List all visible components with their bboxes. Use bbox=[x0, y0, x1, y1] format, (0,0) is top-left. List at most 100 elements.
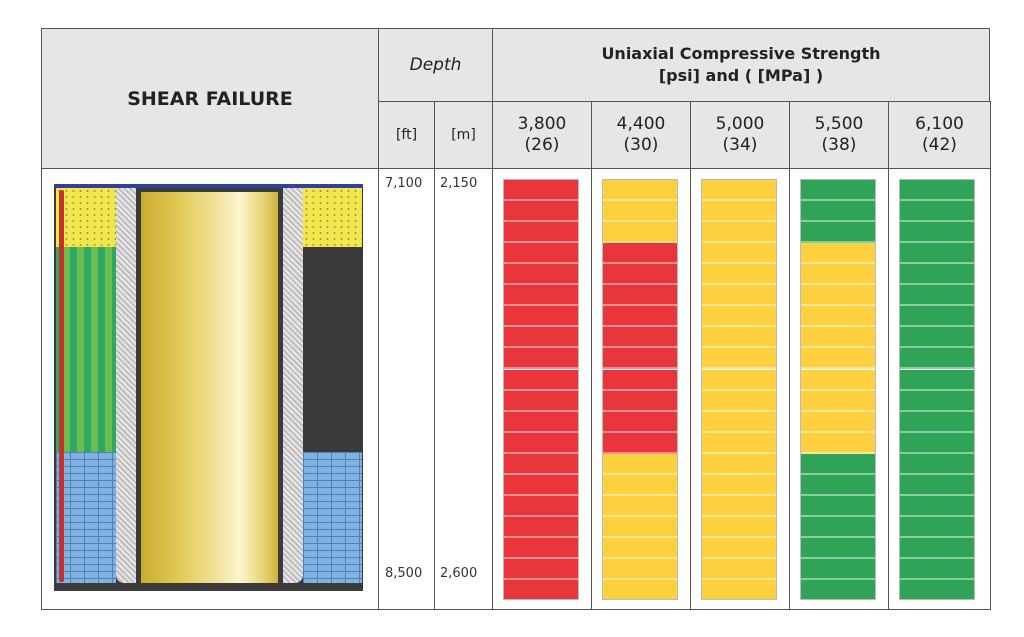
ucs-segment bbox=[801, 306, 875, 328]
ucs-segment bbox=[801, 285, 875, 307]
depth-label: Depth bbox=[409, 55, 462, 75]
ucs-bar bbox=[800, 179, 876, 600]
ucs-segment bbox=[504, 369, 578, 391]
ucs-segment bbox=[801, 432, 875, 454]
ucs-segment bbox=[900, 180, 974, 202]
top-blue-line bbox=[54, 184, 363, 188]
ucs-segment bbox=[702, 243, 776, 265]
ucs-segment bbox=[702, 474, 776, 496]
ucs-segment bbox=[900, 369, 974, 391]
ucs-segment bbox=[504, 180, 578, 202]
well-diagram bbox=[54, 184, 363, 591]
ucs-segment bbox=[801, 390, 875, 412]
ucs-segment bbox=[900, 411, 974, 433]
ucs-segment bbox=[702, 432, 776, 454]
ucs-segment bbox=[900, 495, 974, 517]
ucs-segment bbox=[504, 411, 578, 433]
title: SHEAR FAILURE bbox=[127, 87, 293, 110]
ucs-segment bbox=[504, 264, 578, 286]
ucs-segment bbox=[504, 390, 578, 412]
ucs-title: Uniaxial Compressive Strength bbox=[601, 44, 881, 63]
ucs-segment bbox=[900, 432, 974, 454]
depth-top-m: 2,150 bbox=[440, 176, 478, 191]
ucs-segment bbox=[900, 558, 974, 580]
ucs-segment bbox=[702, 327, 776, 349]
ucs-segment bbox=[702, 495, 776, 517]
ucs-segment bbox=[900, 222, 974, 244]
ucs-bar bbox=[701, 179, 777, 600]
red-line bbox=[59, 190, 64, 582]
cement-right bbox=[283, 188, 303, 583]
ucs-bar bbox=[503, 179, 579, 600]
ucs-segment bbox=[702, 411, 776, 433]
ucs-header: Uniaxial Compressive Strength [psi] and … bbox=[492, 28, 990, 102]
ucs-segment bbox=[900, 201, 974, 223]
ucs-segment bbox=[603, 453, 677, 475]
ucs-segment bbox=[603, 348, 677, 370]
ucs-segment bbox=[603, 432, 677, 454]
mpa-value: (42) bbox=[922, 135, 957, 155]
ucs-segment bbox=[603, 516, 677, 538]
ucs-segment bbox=[801, 222, 875, 244]
psi-value: 6,100 bbox=[915, 114, 964, 134]
shale-layer-right bbox=[303, 247, 362, 452]
ucs-segment bbox=[603, 369, 677, 391]
ucs-segment bbox=[702, 348, 776, 370]
ucs-segment bbox=[900, 474, 974, 496]
limestone-layer-right bbox=[303, 452, 362, 583]
ucs-column-header: 5,500 (38) bbox=[789, 101, 889, 169]
ucs-segment bbox=[603, 558, 677, 580]
ucs-segment bbox=[504, 453, 578, 475]
ucs-segment bbox=[801, 201, 875, 223]
mpa-value: (26) bbox=[524, 135, 560, 155]
ucs-segment bbox=[603, 222, 677, 244]
sand-layer-right bbox=[303, 188, 362, 247]
ucs-segment bbox=[801, 348, 875, 370]
depth-header: Depth bbox=[378, 28, 493, 102]
depth-unit-ft: [ft] bbox=[378, 101, 435, 169]
ucs-segment bbox=[801, 264, 875, 286]
ucs-segment bbox=[900, 537, 974, 559]
ucs-segment bbox=[504, 474, 578, 496]
ucs-segment bbox=[900, 264, 974, 286]
psi-value: 5,500 bbox=[814, 114, 864, 134]
ucs-segment bbox=[900, 243, 974, 265]
ucs-segment bbox=[801, 558, 875, 580]
ucs-segment bbox=[702, 558, 776, 580]
ucs-segment bbox=[603, 243, 677, 265]
ucs-column-header: 4,400 (30) bbox=[591, 101, 691, 169]
ucs-segment bbox=[801, 516, 875, 538]
ucs-segment bbox=[603, 390, 677, 412]
mpa-value: (38) bbox=[821, 135, 857, 155]
ucs-segment bbox=[900, 327, 974, 349]
ucs-segment bbox=[603, 579, 677, 599]
psi-value: 4,400 bbox=[616, 114, 666, 134]
ucs-segment bbox=[900, 453, 974, 475]
ucs-segment bbox=[504, 516, 578, 538]
ucs-segment bbox=[603, 201, 677, 223]
ucs-segment bbox=[603, 537, 677, 559]
ucs-segment bbox=[504, 537, 578, 559]
shale-layer-left bbox=[56, 247, 116, 452]
ucs-segment bbox=[702, 579, 776, 599]
title-cell: SHEAR FAILURE bbox=[41, 28, 379, 169]
psi-value: 5,000 bbox=[715, 114, 765, 134]
ucs-segment bbox=[900, 285, 974, 307]
ucs-segment bbox=[603, 306, 677, 328]
ucs-segment bbox=[504, 495, 578, 517]
ucs-segment bbox=[801, 243, 875, 265]
ucs-segment bbox=[504, 348, 578, 370]
casing-pipe bbox=[141, 192, 278, 583]
mpa-value: (30) bbox=[623, 135, 659, 155]
ucs-segment bbox=[900, 579, 974, 599]
ucs-segment bbox=[603, 180, 677, 202]
ucs-segment bbox=[702, 180, 776, 202]
depth-unit-m: [m] bbox=[434, 101, 493, 169]
depth-top-ft: 7,100 bbox=[385, 176, 423, 191]
unit-ft: [ft] bbox=[395, 127, 418, 143]
ucs-segment bbox=[504, 201, 578, 223]
ucs-segment bbox=[900, 390, 974, 412]
ucs-segment bbox=[801, 411, 875, 433]
ucs-column-header: 5,000 (34) bbox=[690, 101, 790, 169]
ucs-segment bbox=[504, 306, 578, 328]
